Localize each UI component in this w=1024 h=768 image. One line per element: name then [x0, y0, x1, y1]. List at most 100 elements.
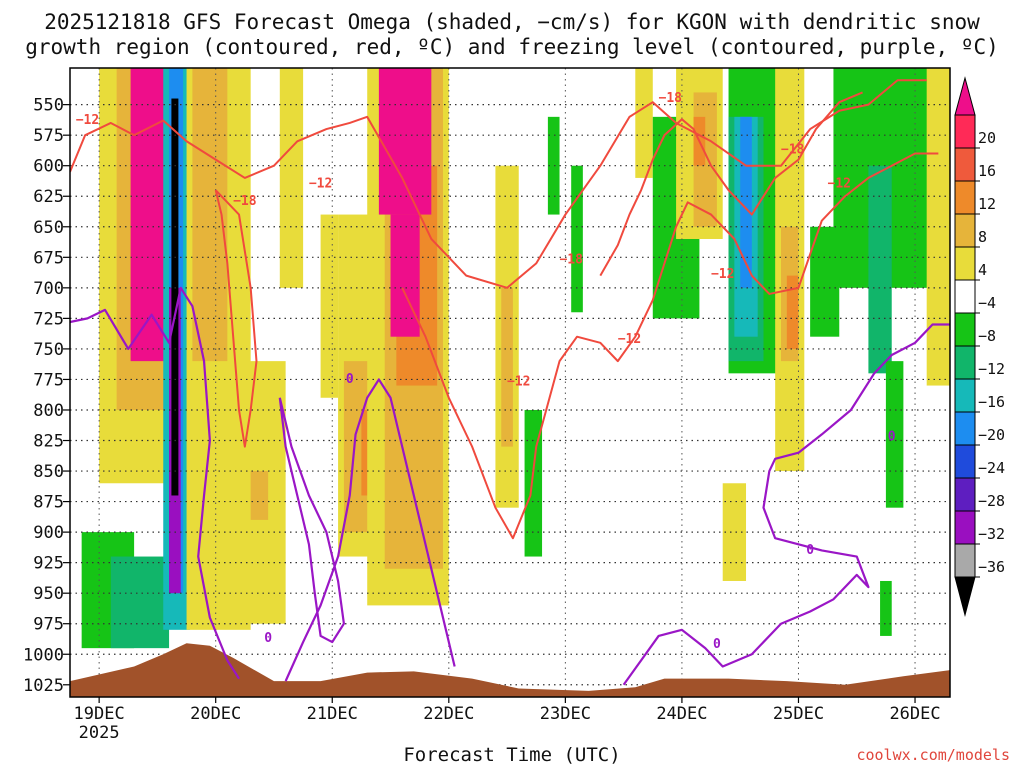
omega-shade-green-25 [524, 409, 543, 557]
chart-title-line-1: 2025121818 GFS Forecast Omega (shaded, −… [44, 10, 980, 34]
x-tick-label-19DEC: 19DEC [74, 704, 125, 724]
contour-label-10: 0 [346, 372, 354, 387]
freeze-contour-zero-west [70, 286, 240, 680]
colorbar-bin-6 [954, 312, 976, 347]
colorbar-bin-7 [954, 345, 976, 380]
chart-title-line-2: growth region (contoured, red, ºC) and f… [25, 35, 999, 59]
dgz-contour-minus12-upper [70, 79, 927, 289]
y-tick-label-600: 600 [33, 157, 64, 177]
contour-label-1: −12 [309, 177, 332, 192]
y-tick-label-775: 775 [33, 370, 64, 390]
omega-shade-gold-12 [250, 471, 269, 520]
freeze-contour-zero-loop [278, 397, 346, 644]
colorbar-label-6: −8 [978, 327, 996, 345]
x-tick-label-20DEC: 20DEC [190, 704, 241, 724]
x-axis-label: Forecast Time (UTC) [403, 744, 621, 766]
y-tick-label-875: 875 [33, 493, 64, 513]
colorbar-bottom-arrow [954, 576, 976, 617]
contour-label-3: −18 [559, 252, 583, 267]
contour-label-4: −12 [507, 375, 530, 390]
x-tick-label-26DEC: 26DEC [889, 704, 940, 724]
y-tick-label-950: 950 [33, 584, 64, 604]
plot-area-group: −12 −12 −18 −18 −12 −12 −18 −12 −18 −12 0 0 0 0 0 [70, 68, 950, 697]
colorbar-bin-3 [954, 213, 976, 248]
colorbar-label-10: −24 [978, 459, 1005, 477]
omega-shade-pink-21 [378, 68, 432, 215]
colorbar-bin-11 [954, 477, 976, 512]
omega-shade-pink-2 [130, 68, 170, 362]
y-tick-label-650: 650 [33, 218, 64, 238]
colorbar-bin-9 [954, 411, 976, 446]
y-tick-label-925: 925 [33, 554, 64, 574]
y-tick-label-550: 550 [33, 96, 64, 116]
omega-shade-teal-4 [110, 556, 170, 649]
dgz-contour-minus18-inner [599, 91, 863, 277]
omega-shade-black-8 [171, 98, 179, 496]
colorbar-bin-2 [954, 180, 976, 215]
y-tick-label-750: 750 [33, 340, 64, 360]
y-tick-label-575: 575 [33, 126, 64, 146]
terrain-fill [70, 643, 950, 697]
colorbar-label-11: −28 [978, 492, 1005, 510]
freeze-contour-zero-mid [284, 378, 456, 682]
omega-shade-green-27 [571, 165, 583, 313]
colorbar-label-12: −32 [978, 525, 1005, 543]
omega-shade-yellow-28 [635, 68, 653, 178]
freeze-contour-zero-east [622, 323, 950, 686]
omega-shade-orange-39 [786, 275, 799, 349]
y-tick-label-975: 975 [33, 615, 64, 635]
y-tick-label-625: 625 [33, 187, 64, 207]
x-tick-label-25DEC: 25DEC [773, 704, 824, 724]
y-tick-label-825: 825 [33, 432, 64, 452]
colorbar-top-arrow [954, 76, 976, 116]
plot-frame [69, 67, 951, 698]
contour-label-8: −18 [781, 142, 805, 157]
dgz-contour-minus12-lower [401, 152, 939, 540]
contour-label-11: 0 [264, 631, 272, 646]
x-tick-sublabel-19DEC: 2025 [79, 723, 120, 743]
y-tick-label-1000: 1000 [23, 645, 64, 665]
contour-label-6: −18 [659, 91, 683, 106]
contour-label-7: −12 [711, 267, 734, 282]
colorbar-bin-0 [954, 114, 976, 149]
colorbar-bin-12 [954, 510, 976, 545]
y-tick-label-675: 675 [33, 248, 64, 268]
contour-label-0: −12 [76, 113, 99, 128]
x-tick-label-23DEC: 23DEC [540, 704, 591, 724]
colorbar-label-4: 4 [978, 261, 987, 279]
y-tick-label-700: 700 [33, 279, 64, 299]
contour-label-5: −12 [618, 332, 641, 347]
contour-label-13: 0 [806, 543, 814, 558]
contour-label-2: −18 [233, 194, 257, 209]
colorbar-label-7: −12 [978, 360, 1005, 378]
colorbar-label-13: −36 [978, 558, 1005, 576]
y-tick-label-725: 725 [33, 309, 64, 329]
omega-shade-gold-24 [501, 287, 513, 447]
colorbar-label-3: 8 [978, 228, 987, 246]
colorbar-label-5: −4 [978, 294, 996, 312]
x-tick-label-22DEC: 22DEC [423, 704, 474, 724]
colorbar-label-8: −16 [978, 393, 1005, 411]
omega-shade-yellow-13 [279, 68, 304, 288]
colorbar-label-1: 16 [978, 162, 996, 180]
omega-shade-green-26 [547, 116, 560, 215]
omega-shade-blue-36 [740, 116, 752, 288]
x-tick-label-21DEC: 21DEC [307, 704, 358, 724]
contour-label-9: −12 [828, 177, 851, 192]
dgz-contour-minus18-loop-west [214, 189, 258, 448]
omega-shade-green-46 [880, 580, 892, 636]
colorbar-label-0: 20 [978, 129, 996, 147]
colorbar-label-9: −20 [978, 426, 1005, 444]
colorbar-bin-8 [954, 378, 976, 413]
colorbar-bin-13 [954, 543, 976, 578]
omega-shade-yellow-44 [926, 68, 950, 386]
credit-text: coolwx.com/models [856, 746, 1010, 764]
y-tick-label-1025: 1025 [23, 676, 64, 696]
y-tick-label-900: 900 [33, 523, 64, 543]
colorbar-bin-5 [954, 279, 976, 314]
y-tick-label-850: 850 [33, 462, 64, 482]
contour-label-12: 0 [713, 637, 721, 652]
omega-shade-yellow-14 [320, 214, 339, 398]
